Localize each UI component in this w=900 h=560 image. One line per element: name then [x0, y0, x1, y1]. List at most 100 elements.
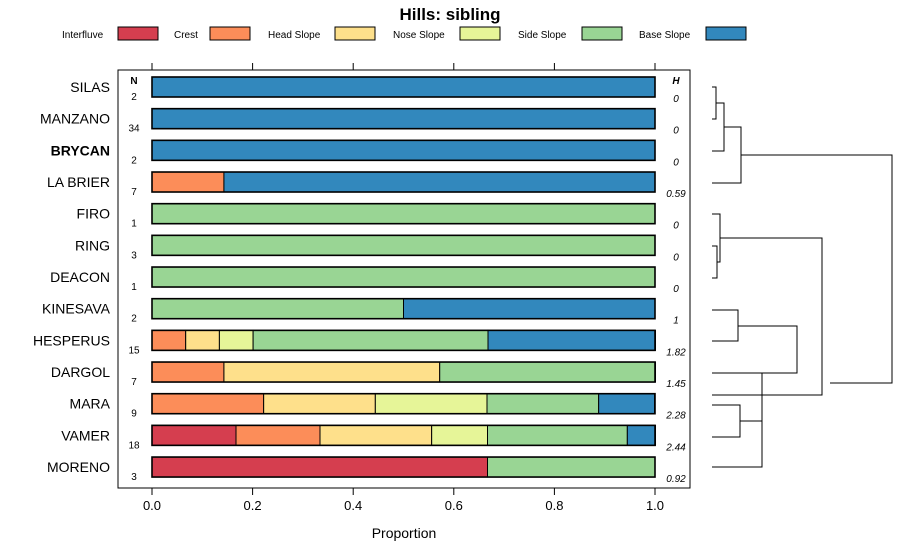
bar-segment	[486, 393, 600, 415]
row-n-value: 2	[131, 155, 137, 166]
row-h-value: 0	[673, 94, 679, 105]
row-n-value: 3	[131, 472, 137, 483]
row-h-value: 0	[673, 157, 679, 168]
dendrogram-branch	[712, 373, 763, 468]
dendrogram	[712, 86, 893, 468]
bar-segment	[319, 424, 433, 446]
row-n-value: 7	[131, 187, 137, 198]
dendrogram-branch	[712, 213, 721, 263]
bar-outline	[151, 424, 656, 447]
bar-segment	[151, 298, 404, 320]
row-label: BRYCAN	[51, 142, 110, 158]
bar-row: FIRO 1 0	[77, 202, 679, 232]
row-label: MORENO	[47, 459, 110, 475]
x-tick-label: 1.0	[646, 498, 664, 513]
row-label: KINESAVA	[42, 301, 111, 317]
row-n-value: 7	[131, 377, 137, 388]
row-n-value: 2	[131, 314, 137, 325]
x-tick-label: 0.6	[445, 498, 463, 513]
dendrogram-branch	[712, 309, 739, 342]
row-label: RING	[75, 237, 110, 253]
bar-segment	[151, 76, 656, 98]
bar-segment	[439, 361, 657, 383]
dendrogram-branch	[712, 126, 742, 184]
row-n-value: 1	[131, 219, 137, 230]
bar-row: MARA 9 2.28	[70, 392, 686, 422]
bar-outline	[151, 234, 656, 257]
dendrogram-branch	[712, 86, 717, 120]
bar-row: MORENO 3 0.92	[47, 456, 686, 485]
row-h-value: 1	[673, 316, 679, 327]
legend-label: Nose Slope	[393, 30, 445, 41]
bar-segment	[598, 393, 655, 415]
legend-label: Side Slope	[518, 30, 567, 41]
bar-outline	[151, 202, 656, 225]
bar-segment	[185, 329, 220, 351]
bar-segment	[626, 424, 657, 446]
bar-segment	[151, 361, 225, 383]
row-n-value: 2	[131, 92, 137, 103]
bar-segment	[151, 393, 265, 415]
row-label: MARA	[70, 396, 111, 412]
row-h-value: 1.45	[666, 379, 686, 390]
bar-rows: SILAS 2 0 MANZANO 34 0 BRYCAN 2 0 LA BRIER 7 0.59 FI…	[33, 76, 686, 485]
bar-outline	[151, 171, 656, 193]
row-h-value: 2.28	[665, 411, 686, 422]
bar-segment	[151, 171, 225, 193]
row-label: LA BRIER	[47, 174, 110, 190]
dendrogram-branch	[712, 325, 798, 374]
bar-row: DARGOL 7 1.45	[51, 361, 686, 390]
bar-segment	[151, 203, 656, 225]
bar-segment	[431, 424, 489, 446]
dendrogram-branch	[740, 373, 763, 422]
legend-swatch	[581, 26, 623, 41]
row-label: SILAS	[70, 79, 110, 95]
bar-segment	[487, 329, 657, 351]
bar-row: SILAS 2 0	[70, 76, 679, 105]
bar-segment	[487, 424, 628, 446]
bar-segment	[263, 393, 376, 415]
bar-row: BRYCAN 2 0	[51, 139, 679, 168]
bar-segment	[223, 171, 656, 193]
plot-frame	[117, 69, 691, 489]
dendrogram-branch	[712, 237, 823, 396]
row-n-value: 15	[128, 345, 140, 356]
row-label: DARGOL	[51, 364, 110, 380]
bar-row: KINESAVA 2 1	[42, 297, 679, 327]
bar-segment	[252, 329, 489, 351]
bar-segment	[151, 456, 489, 478]
legend-label: Interfluve	[62, 30, 104, 41]
legend-swatch	[117, 26, 159, 41]
bar-segment	[235, 424, 321, 446]
h-header: H	[672, 76, 680, 87]
row-h-value: 0.59	[666, 189, 686, 200]
row-label: FIRO	[77, 206, 111, 222]
dendrogram-branch	[712, 245, 718, 279]
row-label: DEACON	[50, 269, 110, 285]
legend-label: Head Slope	[268, 30, 321, 41]
bar-outline	[151, 361, 656, 383]
bar-segment	[403, 298, 656, 320]
dendrogram-branch	[712, 404, 741, 438]
dendrogram-branch	[741, 154, 893, 384]
row-h-value: 0	[673, 252, 679, 263]
bar-row: HESPERUS 15 1.82	[33, 329, 686, 358]
bar-segment	[487, 456, 656, 478]
legend-swatch	[459, 26, 501, 41]
row-h-value: 0.92	[666, 474, 686, 485]
bar-outline	[151, 266, 656, 288]
row-n-value: 9	[131, 409, 137, 420]
bar-segment	[151, 424, 237, 446]
row-n-value: 18	[128, 440, 140, 451]
row-label: HESPERUS	[33, 332, 110, 348]
bottom-axis: 0.0 0.2 0.4 0.6 0.8 1.0 Proportion	[143, 488, 664, 541]
row-h-value: 2.44	[665, 442, 686, 453]
bar-outline	[151, 392, 656, 415]
bar-row: RING 3 0	[75, 234, 679, 263]
bar-outline	[151, 297, 656, 320]
row-h-value: 1.82	[666, 347, 686, 358]
legend-swatch	[209, 26, 251, 41]
row-n-value: 3	[131, 250, 137, 261]
row-label: VAMER	[61, 427, 110, 443]
